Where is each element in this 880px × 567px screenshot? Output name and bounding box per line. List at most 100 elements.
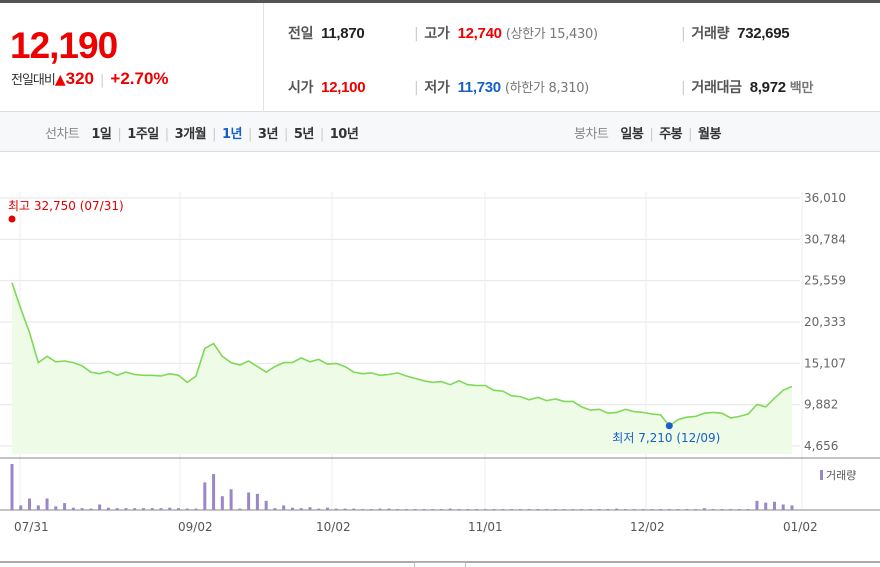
current-price-box: 12,190 전일대비▲320 | +2.70% [0,3,264,112]
volume-legend-label: 거래량 [826,469,856,482]
volume-bar [220,496,224,510]
volume-bar [632,509,636,510]
line-chart-tabs: 선차트 1일 | 1주일 | 3개월 | 1년 | 3년 | 5년 | 10년 [45,123,359,142]
volume-bar [317,508,321,510]
volume-bar [19,505,23,510]
tab-divider: | [248,127,252,142]
volume-value: 732,695 [737,25,790,42]
amount-unit: 백만 [789,81,814,96]
volume-bar [290,507,294,510]
lower-limit: (하한가 8,310) [504,81,589,96]
volume-bar [273,508,277,510]
x-tick-label: 10/02 [316,520,351,534]
tab-divider: | [688,127,693,142]
volume-bar [641,509,645,510]
volume-bar [545,509,549,510]
scroll-handle[interactable] [414,562,466,567]
price-line [11,282,793,427]
price-chart: 36,010 30,784 25,559 20,333 15,107 9,882 4,656… [0,152,880,567]
change-value: 320 [65,69,94,88]
y-tick-label: 9,882 [804,398,838,412]
volume-bar [667,509,671,510]
volume-bar [790,505,794,510]
volume-bar [361,509,365,510]
x-tick-label: 11/01 [468,520,503,534]
volume-bar [772,501,776,510]
volume-bar [404,509,408,510]
volume-bar [203,482,207,510]
volume-bar [80,508,84,510]
volume-bar [63,503,67,510]
volume-bar [413,509,417,510]
volume-bar [229,489,233,510]
volume-bar [659,509,663,510]
volume-bar [352,508,356,510]
volume-bar [150,508,154,510]
volume-bar [396,509,400,510]
prev-close-label: 전일 [288,26,314,42]
candle-tab-2[interactable]: 월봉 [698,127,721,142]
volume-label: 거래량 [691,26,730,42]
volume-bar [650,509,654,510]
line-tab-5[interactable]: 5년 [293,127,315,142]
volume-bar [737,509,741,510]
volume-bar [71,507,75,510]
volume-bar [676,509,680,510]
high-label: 고가 [424,26,450,42]
line-tab-6[interactable]: 10년 [329,127,359,142]
tab-divider: | [283,127,288,142]
volume-bar [89,508,93,510]
candle-tab-0[interactable]: 일봉 [620,127,644,142]
line-tab-3[interactable]: 1년 [222,127,243,142]
line-chart-title: 선차트 [45,127,80,142]
chart-period-tabs: 선차트 1일 | 1주일 | 3개월 | 1년 | 3년 | 5년 | 10년 봉차트 일봉 | 주봉 | 월봉 [0,112,880,152]
low-stat: | 저가 11,730 (하한가 8,310) [414,77,589,97]
volume-bar [326,507,330,510]
line-tab-0[interactable]: 1일 [91,127,112,142]
tab-divider: | [212,127,217,142]
volume-bar [702,508,706,510]
y-tick-label: 36,010 [804,191,846,205]
volume-bar [466,509,470,510]
line-tab-2[interactable]: 3개월 [174,127,207,142]
candle-chart-title: 봉차트 [574,127,609,142]
volume-bar [474,509,478,510]
volume-bar [764,502,768,510]
volume-bar [448,508,452,510]
volume-bar [98,504,102,510]
volume-bar [299,508,303,510]
price-summary: 12,190 전일대비▲320 | +2.70% 전일 11,870 시가 12,100… [0,3,880,112]
change-label: 전일대비 [11,73,56,88]
divider: | [414,26,419,42]
volume-bar [54,506,58,510]
amount-value: 8,972 [749,79,786,96]
volume-bar [36,505,40,510]
volume-bar [422,509,426,510]
y-tick-label: 30,784 [804,232,846,246]
y-tick-label: 4,656 [804,439,838,453]
min-point-marker [665,422,673,430]
high-stat: | 고가 12,740 (상한가 15,430) [414,23,598,43]
x-tick-label: 12/02 [630,520,665,534]
prev-close-stat: 전일 11,870 [288,23,365,43]
line-tab-4[interactable]: 3년 [257,127,279,142]
x-tick-label: 07/31 [14,520,49,534]
volume-bar [185,508,189,510]
volume-bar [518,509,522,510]
max-point-marker [8,215,16,223]
amount-stat: | 거래대금 8,972 백만 [681,77,813,97]
line-tab-1[interactable]: 1주일 [127,127,159,142]
price-area [12,282,792,454]
volume-bar [194,508,198,510]
candle-tab-1[interactable]: 주봉 [659,127,683,142]
volume-bar [597,509,601,510]
volume-bar [45,498,49,510]
volume-bar [729,509,733,510]
open-value: 12,100 [321,79,366,96]
volume-bar [755,500,759,510]
min-price-label: 최저 7,210 (12/09) [612,431,720,445]
x-tick-label: 01/02 [783,520,818,534]
change-row: 전일대비▲320 | +2.70% [11,69,169,89]
price-chart-svg: 36,010 30,784 25,559 20,333 15,107 9,882 4,656… [0,191,880,563]
high-value: 12,740 [457,25,502,42]
